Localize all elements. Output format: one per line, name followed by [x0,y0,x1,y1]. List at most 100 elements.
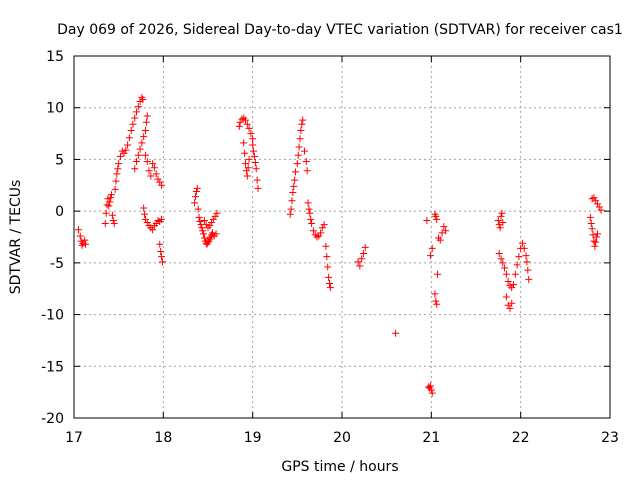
data-point [433,300,441,308]
data-point [506,304,514,312]
data-point [495,221,503,229]
data-point [317,229,325,237]
data-point [134,103,142,111]
data-point [358,255,366,263]
data-point [213,209,221,217]
chart-title: Day 069 of 2026, Sidereal Day-to-day VTE… [57,22,623,38]
data-point [308,220,316,228]
data-point [212,230,220,238]
data-point [127,126,135,134]
data-point [106,198,114,206]
data-point [494,216,502,224]
data-point [522,252,530,260]
y-tick-label: -5 [50,256,64,272]
data-point [242,160,250,168]
data-point [297,126,305,134]
data-point [147,172,155,180]
data-point [133,157,141,165]
data-point [102,209,110,217]
data-point [152,220,160,228]
data-point [108,211,116,219]
y-tick-label: 0 [55,204,64,220]
x-tick-label: 18 [154,430,172,446]
data-point [254,184,262,192]
data-point [107,194,115,202]
data-point [324,263,332,271]
data-point [434,270,442,278]
data-point [76,232,84,240]
data-point [149,226,157,234]
data-point [592,238,600,246]
data-point [245,124,253,132]
data-point [359,250,367,258]
data-point [74,226,82,234]
data-point [518,239,526,247]
data-point [298,120,306,128]
data-point [313,233,321,241]
data-point [428,244,436,252]
data-point [139,95,147,103]
data-point [249,141,257,149]
data-point [143,219,151,227]
data-point [193,184,201,192]
data-point [303,167,311,175]
data-point [243,120,251,128]
data-point [508,299,516,307]
data-point [116,152,124,160]
data-point [149,160,157,168]
data-point [309,227,317,235]
data-point [325,280,333,288]
y-tick-label: -20 [41,411,64,427]
data-point [587,220,595,228]
x-tick-label: 19 [244,430,262,446]
data-point [440,223,448,231]
data-point [242,116,250,124]
data-point [112,177,120,185]
data-point [82,240,90,248]
data-point [143,157,151,165]
data-point [300,147,308,155]
data-point [136,145,144,153]
y-tick-label: 5 [55,152,64,168]
data-point [497,255,505,263]
data-point [426,252,434,260]
data-point [294,151,302,159]
grid [74,56,610,418]
data-point [432,212,440,220]
data-point [356,262,364,270]
data-point [511,270,519,278]
data-point [361,243,369,251]
data-point [299,116,307,124]
data-point [241,149,249,157]
data-point [508,284,516,292]
data-point [113,170,121,178]
data-point [595,203,603,211]
data-point [209,215,217,223]
data-point [428,389,436,397]
data-point [141,210,149,218]
data-point [101,220,109,228]
y-tick-label: -15 [41,359,64,375]
data-point [156,240,164,248]
data-point [235,122,243,130]
data-point [497,212,505,220]
data-point [244,164,252,172]
data-point [152,170,160,178]
y-tick-label: 15 [46,49,64,65]
data-point [504,301,512,309]
data-point [200,216,208,224]
data-point [133,108,141,116]
data-point [208,219,216,227]
data-point [208,229,216,237]
data-point [501,264,509,272]
data-point [502,293,510,301]
data-point [191,199,199,207]
data-point [597,206,605,214]
data-point [323,253,331,261]
data-point [433,215,441,223]
data-point [108,191,116,199]
data-point [590,237,598,245]
data-point [150,164,158,172]
data-point [288,197,296,205]
